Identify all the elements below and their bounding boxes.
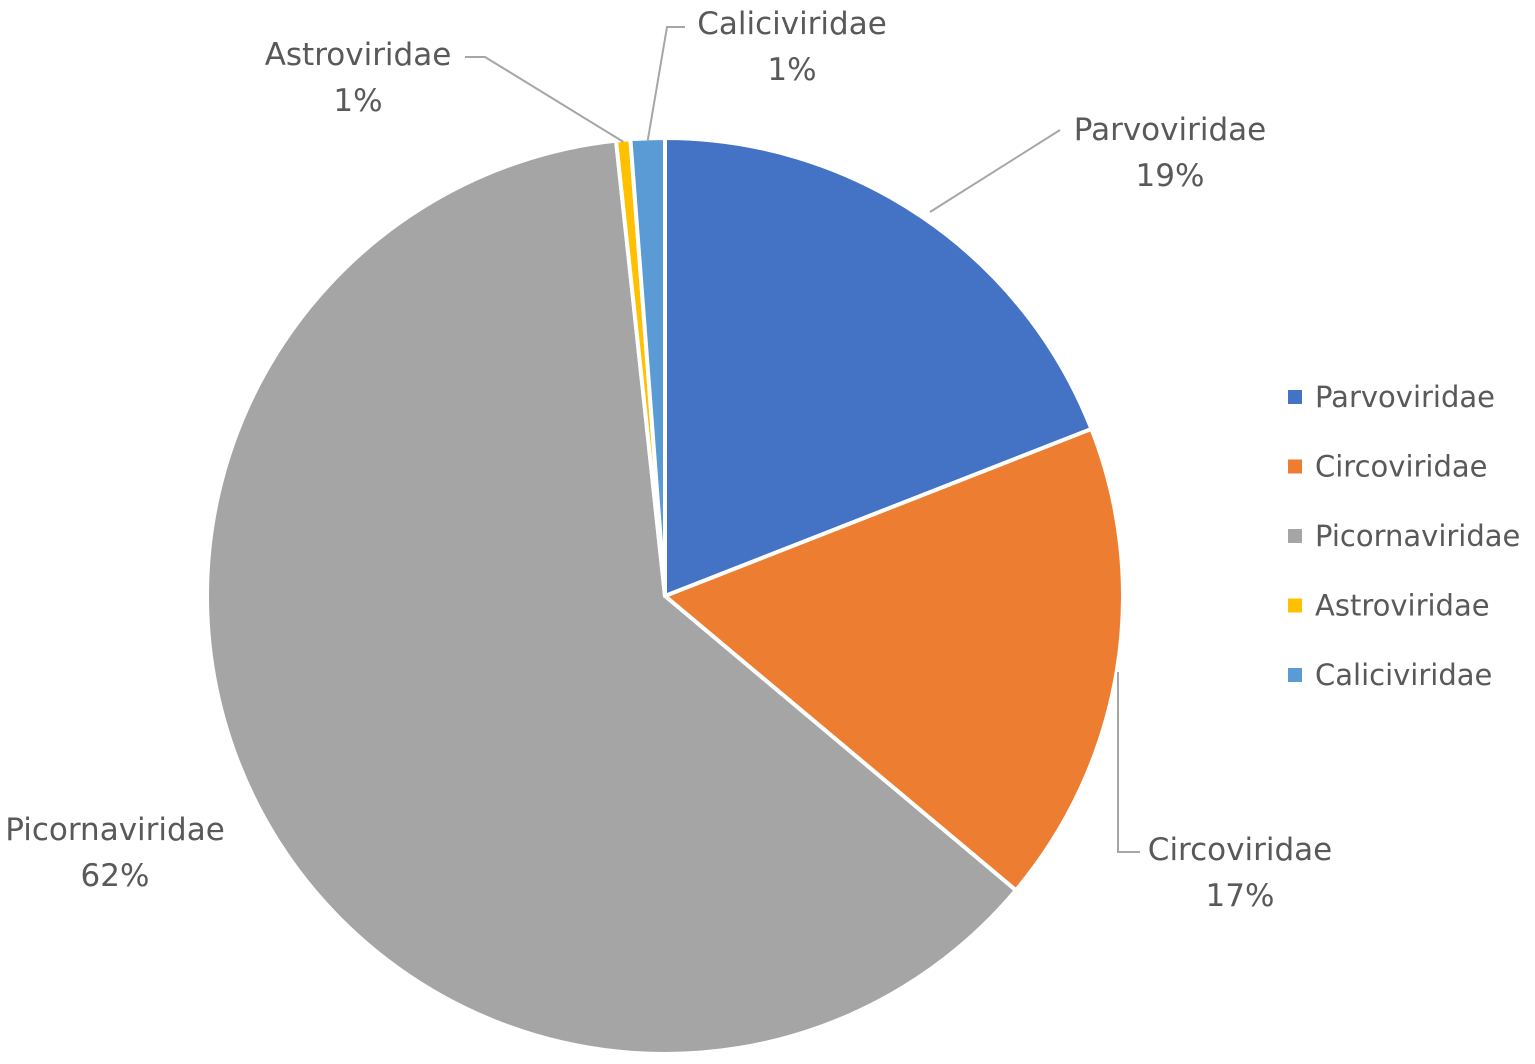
leader-line-circoviridae xyxy=(1117,672,1140,853)
legend-swatch-picornaviridae xyxy=(1288,529,1302,543)
pie-slice-circoviridae xyxy=(663,426,1125,893)
pie-slices xyxy=(205,136,1125,1056)
data-label-parvoviridae-name: Parvoviridae xyxy=(1074,112,1266,148)
legend-label-caliciviridae: Caliciviridae xyxy=(1315,658,1492,692)
data-label-caliciviridae-name: Caliciviridae xyxy=(697,6,887,42)
data-label-astroviridae-value: 1% xyxy=(333,83,382,119)
pie-slice-parvoviridae xyxy=(663,136,1094,598)
data-label-astroviridae-name: Astroviridae xyxy=(265,37,452,73)
legend-label-parvoviridae: Parvoviridae xyxy=(1315,380,1495,414)
legend-label-astroviridae: Astroviridae xyxy=(1315,589,1490,623)
data-label-picornaviridae-value: 62% xyxy=(81,858,150,894)
data-label-picornaviridae-name: Picornaviridae xyxy=(5,812,225,848)
data-label-circoviridae-value: 17% xyxy=(1206,878,1275,914)
legend-label-circoviridae: Circoviridae xyxy=(1315,450,1488,484)
leader-lines xyxy=(465,26,1140,853)
legend-swatch-caliciviridae xyxy=(1288,668,1302,682)
legend-swatch-astroviridae xyxy=(1288,598,1302,613)
pie-slice-picornaviridae xyxy=(205,138,1018,1056)
leader-line-astroviridae xyxy=(465,56,624,143)
legend-swatch-circoviridae xyxy=(1288,459,1302,474)
leader-line-caliciviridae xyxy=(646,26,685,141)
data-labels: Parvoviridae 19% Circoviridae 17% Picornavir… xyxy=(5,6,1332,914)
leader-line-parvoviridae xyxy=(929,129,1061,213)
data-label-parvoviridae-value: 19% xyxy=(1136,158,1205,194)
legend-label-picornaviridae: Picornaviridae xyxy=(1315,519,1520,553)
data-label-circoviridae-name: Circoviridae xyxy=(1148,832,1332,868)
legend: Parvoviridae Circoviridae Picornaviridae As… xyxy=(1288,380,1520,692)
data-label-caliciviridae-value: 1% xyxy=(767,52,816,88)
legend-swatch-parvoviridae xyxy=(1288,390,1302,404)
